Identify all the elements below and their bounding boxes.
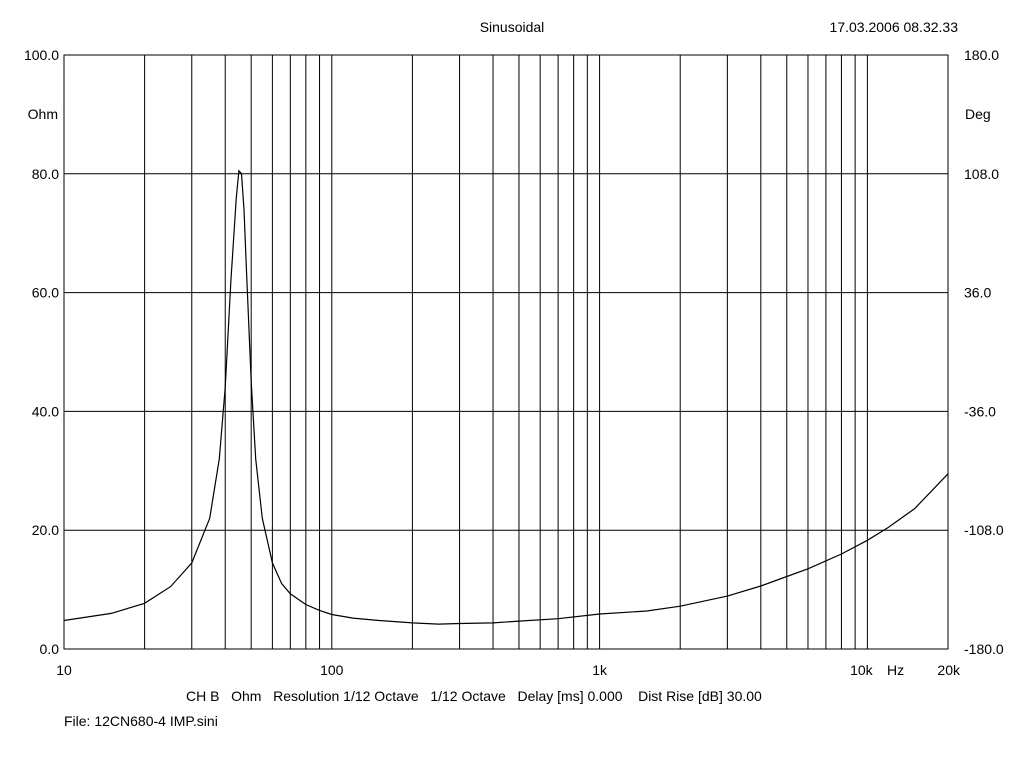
y-tick-label-left: 100.0 (24, 47, 59, 63)
series-impedance-line (63, 169, 949, 625)
x-tick-label: 10k (850, 662, 874, 678)
y-tick-label-right: -180.0 (964, 641, 1004, 657)
y-tick-label-left: 0.0 (40, 641, 60, 657)
tick-labels: 0.0 20.0 40.0 60.0 80.0 100.0 -180.0 -108.0 -36.… (24, 47, 1004, 678)
y-tick-label-left: 20.0 (32, 522, 59, 538)
y-axis-unit-left: Ohm (28, 106, 58, 122)
file-name: File: 12CN680-4 IMP.sini (64, 713, 218, 729)
y-tick-label-left: 80.0 (32, 166, 59, 182)
plot-frame (63, 54, 949, 650)
measurement-info: CH B Ohm Resolution 1/12 Octave 1/12 Oct… (186, 688, 762, 704)
y-tick-label-right: -36.0 (964, 403, 996, 419)
y-tick-label-right: 36.0 (964, 285, 991, 301)
x-tick-label: 1k (592, 662, 608, 678)
x-axis-unit: Hz (887, 662, 904, 678)
x-tick-label: 10 (56, 662, 72, 678)
y-axis-unit-right: Deg (965, 106, 991, 122)
x-tick-label: 20k (937, 662, 961, 678)
timestamp: 17.03.2006 08.32.33 (830, 19, 959, 35)
chart-title: Sinusoidal (480, 19, 545, 35)
y-tick-label-right: -108.0 (964, 522, 1004, 538)
y-tick-label-left: 40.0 (32, 403, 59, 419)
y-tick-label-right: 108.0 (964, 166, 999, 182)
grid (64, 55, 948, 649)
y-tick-label-right: 180.0 (964, 47, 999, 63)
y-tick-label-left: 60.0 (32, 285, 59, 301)
x-tick-label: 100 (320, 662, 344, 678)
